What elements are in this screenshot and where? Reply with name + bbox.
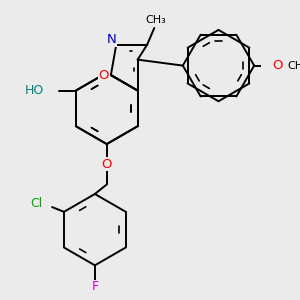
Text: F: F bbox=[91, 280, 98, 293]
Text: O: O bbox=[101, 158, 112, 171]
Text: O: O bbox=[98, 69, 109, 82]
Text: CH₃: CH₃ bbox=[288, 61, 300, 70]
Text: HO: HO bbox=[25, 84, 44, 97]
Text: Cl: Cl bbox=[30, 197, 43, 210]
Text: N: N bbox=[106, 33, 116, 46]
Text: CH₃: CH₃ bbox=[145, 15, 166, 25]
Text: O: O bbox=[273, 59, 283, 72]
